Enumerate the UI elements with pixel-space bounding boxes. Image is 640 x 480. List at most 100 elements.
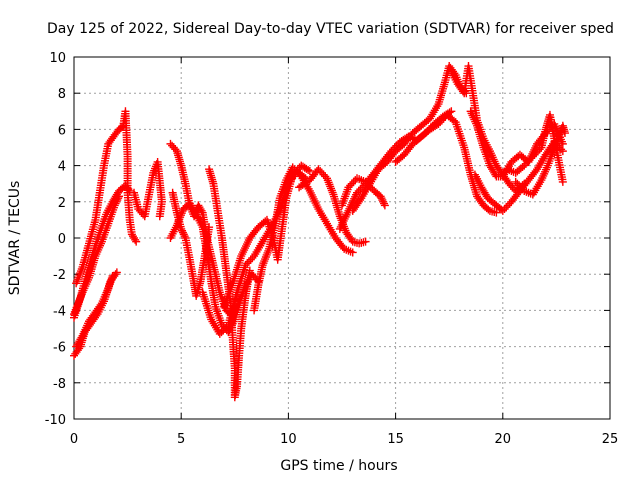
data-point bbox=[222, 322, 231, 331]
data-point bbox=[114, 194, 123, 203]
x-axis-title: GPS time / hours bbox=[280, 458, 397, 474]
data-point bbox=[347, 179, 356, 188]
data-point bbox=[112, 197, 121, 206]
y-tick-label: 10 bbox=[49, 51, 66, 66]
data-point bbox=[378, 195, 387, 204]
data-point bbox=[245, 266, 254, 275]
data-point bbox=[356, 185, 365, 194]
data-point bbox=[197, 206, 206, 215]
y-tick-label: 4 bbox=[58, 160, 66, 175]
data-point bbox=[502, 203, 511, 212]
data-point bbox=[178, 226, 187, 235]
data-point bbox=[377, 194, 386, 203]
x-tick-label: 25 bbox=[602, 432, 619, 447]
data-point bbox=[217, 328, 226, 337]
data-point bbox=[376, 192, 385, 201]
data-point bbox=[535, 145, 544, 154]
y-axis-title: SDTVAR / TECUs bbox=[7, 181, 23, 296]
data-point bbox=[115, 192, 124, 201]
data-point bbox=[316, 167, 325, 176]
x-tick-label: 10 bbox=[280, 432, 297, 447]
data-point bbox=[111, 199, 120, 208]
data-series bbox=[70, 62, 569, 402]
data-point bbox=[344, 183, 353, 192]
data-point bbox=[503, 201, 512, 210]
data-point bbox=[527, 154, 536, 163]
data-point bbox=[290, 165, 299, 174]
data-point bbox=[525, 156, 534, 165]
data-point bbox=[447, 107, 456, 116]
data-point bbox=[108, 272, 117, 281]
x-tick-label: 5 bbox=[177, 432, 185, 447]
data-point bbox=[492, 208, 501, 217]
axes bbox=[73, 56, 611, 420]
data-point bbox=[179, 230, 188, 239]
data-point bbox=[439, 114, 448, 123]
data-point bbox=[498, 206, 507, 215]
data-point bbox=[436, 118, 445, 127]
data-point bbox=[110, 201, 119, 210]
data-point bbox=[533, 147, 542, 156]
data-point bbox=[434, 119, 443, 128]
data-point bbox=[241, 261, 250, 270]
data-point bbox=[380, 199, 389, 208]
data-point bbox=[348, 248, 357, 257]
series-satellite-track-6 bbox=[130, 157, 166, 221]
data-point bbox=[523, 157, 532, 166]
data-point bbox=[520, 161, 529, 170]
data-point bbox=[379, 197, 388, 206]
data-point bbox=[558, 139, 567, 148]
data-point bbox=[437, 116, 446, 125]
y-tick-label: -10 bbox=[45, 413, 66, 428]
data-point bbox=[244, 257, 253, 266]
data-point bbox=[155, 212, 164, 221]
data-point bbox=[511, 177, 520, 186]
x-tick-label: 15 bbox=[387, 432, 404, 447]
data-point bbox=[354, 186, 363, 195]
data-point bbox=[319, 170, 328, 179]
series-satellite-track-17 bbox=[348, 62, 471, 215]
series-satellite-track-10 bbox=[205, 165, 254, 402]
data-point bbox=[361, 237, 370, 246]
series-satellite-track-13 bbox=[250, 163, 357, 315]
data-point bbox=[112, 268, 121, 277]
data-point bbox=[288, 163, 297, 172]
data-point bbox=[293, 168, 302, 177]
data-point bbox=[246, 255, 255, 264]
data-point bbox=[304, 165, 313, 174]
data-point bbox=[515, 181, 524, 190]
data-point bbox=[178, 228, 187, 237]
series-satellite-track-23 bbox=[511, 121, 569, 199]
data-point bbox=[558, 177, 567, 186]
data-point bbox=[113, 195, 122, 204]
data-point bbox=[117, 122, 126, 131]
tick-labels: 0 5 10 15 20 25 -10 -8 -6 -4 -2 0 2 4 6 8 10 bbox=[45, 51, 619, 447]
data-point bbox=[305, 167, 314, 176]
data-point bbox=[314, 165, 323, 174]
y-tick-label: -4 bbox=[53, 304, 66, 319]
y-tick-label: 6 bbox=[58, 123, 66, 138]
data-point bbox=[528, 152, 537, 161]
data-point bbox=[380, 201, 389, 210]
series-satellite-track-4 bbox=[72, 272, 117, 351]
data-point bbox=[530, 150, 539, 159]
data-point bbox=[317, 168, 326, 177]
series-satellite-track-18 bbox=[391, 110, 501, 217]
series-satellite-track-14 bbox=[295, 165, 370, 248]
data-point bbox=[180, 232, 189, 241]
data-point bbox=[513, 179, 522, 188]
data-point bbox=[219, 326, 228, 335]
data-point bbox=[220, 324, 229, 333]
data-point bbox=[349, 177, 358, 186]
x-tick-label: 0 bbox=[70, 432, 78, 447]
data-point bbox=[346, 181, 355, 190]
y-tick-label: 2 bbox=[58, 196, 66, 211]
data-point bbox=[353, 188, 362, 197]
data-point bbox=[557, 145, 566, 154]
data-point bbox=[560, 129, 569, 138]
y-tick-label: 0 bbox=[58, 232, 66, 247]
grid-lines bbox=[74, 57, 610, 419]
chart-title: Day 125 of 2022, Sidereal Day-to-day VTE… bbox=[47, 21, 614, 37]
data-point bbox=[292, 167, 301, 176]
series-satellite-track-22 bbox=[503, 110, 567, 186]
